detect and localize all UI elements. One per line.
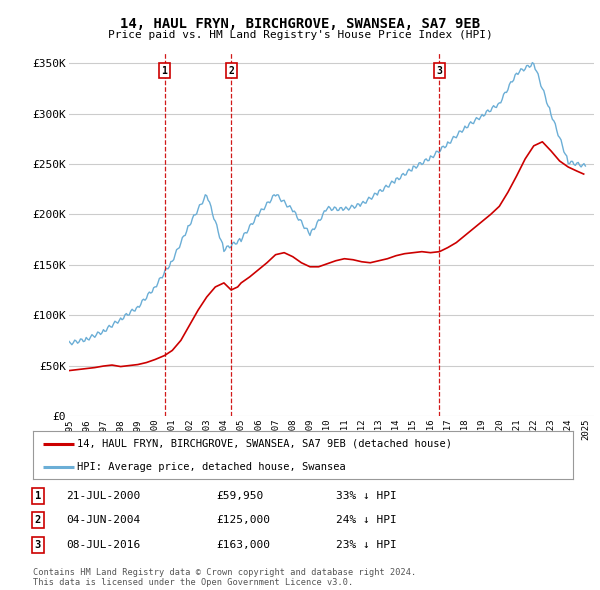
Text: Price paid vs. HM Land Registry's House Price Index (HPI): Price paid vs. HM Land Registry's House … xyxy=(107,30,493,40)
Text: 3: 3 xyxy=(35,540,41,550)
Text: 14, HAUL FRYN, BIRCHGROVE, SWANSEA, SA7 9EB: 14, HAUL FRYN, BIRCHGROVE, SWANSEA, SA7 … xyxy=(120,17,480,31)
Text: 1: 1 xyxy=(161,66,167,76)
Text: 08-JUL-2016: 08-JUL-2016 xyxy=(66,540,140,550)
Text: HPI: Average price, detached house, Swansea: HPI: Average price, detached house, Swan… xyxy=(77,462,346,472)
Text: Contains HM Land Registry data © Crown copyright and database right 2024.
This d: Contains HM Land Registry data © Crown c… xyxy=(33,568,416,587)
Text: 23% ↓ HPI: 23% ↓ HPI xyxy=(336,540,397,550)
Text: 33% ↓ HPI: 33% ↓ HPI xyxy=(336,491,397,500)
Text: 04-JUN-2004: 04-JUN-2004 xyxy=(66,516,140,525)
Text: 2: 2 xyxy=(35,516,41,525)
Text: £163,000: £163,000 xyxy=(216,540,270,550)
Text: 1: 1 xyxy=(35,491,41,500)
Text: 3: 3 xyxy=(436,66,442,76)
Text: 21-JUL-2000: 21-JUL-2000 xyxy=(66,491,140,500)
Text: £125,000: £125,000 xyxy=(216,516,270,525)
Text: 24% ↓ HPI: 24% ↓ HPI xyxy=(336,516,397,525)
Text: £59,950: £59,950 xyxy=(216,491,263,500)
Text: 14, HAUL FRYN, BIRCHGROVE, SWANSEA, SA7 9EB (detached house): 14, HAUL FRYN, BIRCHGROVE, SWANSEA, SA7 … xyxy=(77,439,452,449)
Text: 2: 2 xyxy=(228,66,234,76)
